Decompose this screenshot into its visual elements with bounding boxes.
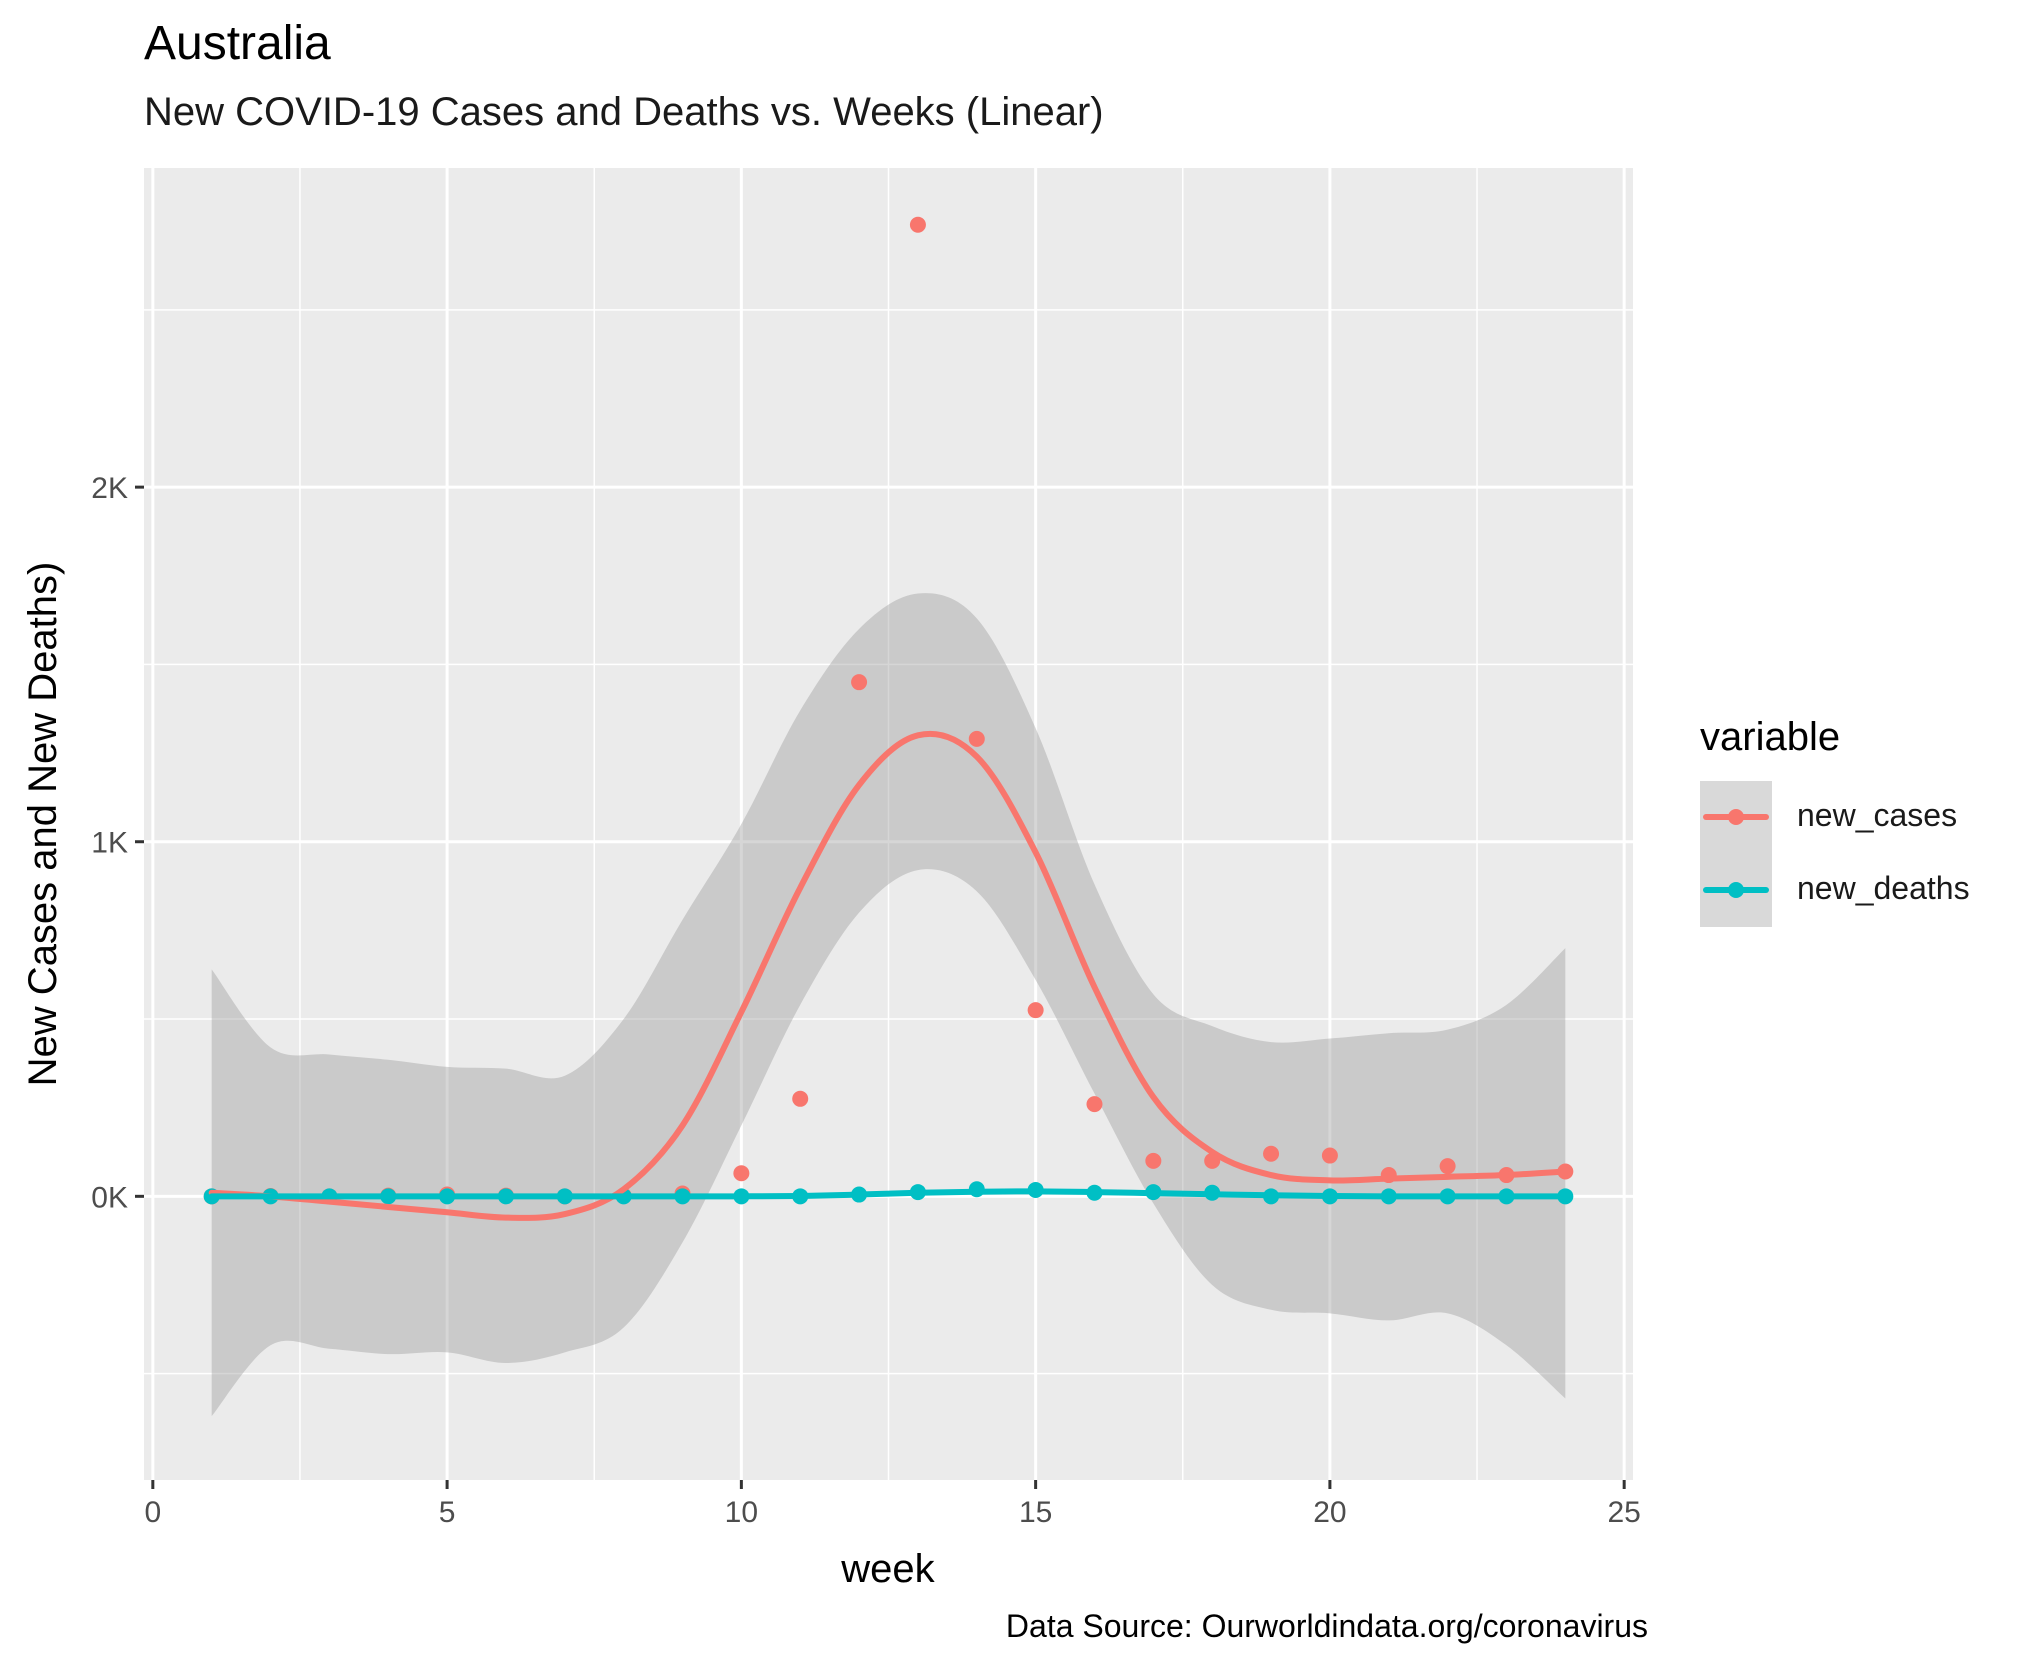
legend-item-new-deaths: new_deaths [1700,854,2025,927]
point-new-cases [1263,1145,1280,1162]
smooth-line-new-cases [208,730,1569,1221]
y-tick-label: 0K [91,1181,128,1214]
point-new-cases [1086,1096,1103,1113]
x-tick-label: 10 [725,1496,758,1529]
x-tick-label: 5 [439,1496,456,1529]
x-tick-label: 0 [144,1496,161,1529]
x-tick-label: 20 [1313,1496,1346,1529]
x-tick-label: 15 [1019,1496,1052,1529]
legend-key-new-cases [1703,809,1769,825]
y-tick-label: 1K [91,827,128,860]
legend-key-new-deaths [1703,882,1769,898]
confidence-band-new-cases [211,593,1566,1417]
x-axis-title: week [840,1547,935,1591]
legend-title: variable [1700,715,1841,759]
point-new-cases [851,674,868,691]
y-tick-label: 2K [91,472,128,505]
confidence-bands [211,593,1566,1417]
legend-label-new-deaths: new_deaths [1797,870,1970,906]
legend-label-new-cases: new_cases [1797,797,1958,833]
grid-minor [144,168,1633,1480]
point-new-cases [792,1090,809,1107]
chart-subtitle: New COVID-19 Cases and Deaths vs. Weeks … [144,90,1104,134]
chart-title: Australia [144,17,331,70]
point-new-cases [1027,1002,1044,1019]
point-new-cases [1321,1147,1338,1164]
smooth-lines [208,730,1569,1221]
point-new-cases [1145,1152,1162,1169]
x-tick-label: 25 [1607,1496,1640,1529]
legend: variable new_cases new_deaths [1700,715,1970,927]
data-source-caption: Data Source: Ourworldindata.org/coronavi… [1005,1608,1648,1644]
legend-keys-background: new_cases new_deaths [1700,781,1970,927]
point-new-cases [909,216,926,233]
legend-item-new-cases: new_cases [1700,781,2025,854]
point-new-cases [733,1165,750,1182]
axes: 0 5 10 15 20 25 0K 1K 2K [91,472,1641,1529]
point-new-cases [968,730,985,747]
y-axis-title: New Cases and New Deaths) [21,562,65,1087]
point-new-cases [1439,1158,1456,1175]
smooth-line-new-deaths [208,1188,1569,1200]
